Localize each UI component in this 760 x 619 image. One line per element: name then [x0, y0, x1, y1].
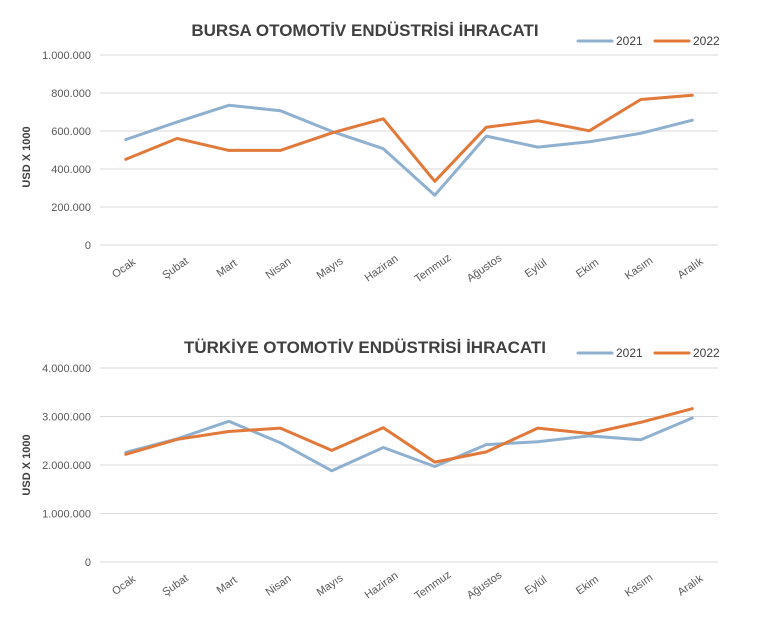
y-tick-label: 600.000: [51, 126, 91, 138]
bursa-export-chart: BURSA OTOMOTİV ENDÜSTRİSİ İHRACATI USD X…: [0, 0, 760, 300]
x-tick-label: Aralık: [676, 255, 706, 281]
gridlines: [100, 54, 718, 246]
x-tick-label: Haziran: [363, 570, 401, 602]
y-tick-label: 1.000.000: [42, 50, 91, 62]
x-tick-label: Mart: [215, 574, 240, 596]
x-tick-label: Şubat: [160, 255, 190, 281]
series-2021-line: [124, 103, 694, 197]
y-tick-label: 0: [85, 557, 91, 569]
x-tick-label: Haziran: [363, 253, 401, 285]
gridlines: [100, 367, 718, 563]
x-tick-label: Ekim: [574, 574, 601, 598]
x-tick-label: Temmuz: [413, 569, 454, 603]
x-tick-label: Mart: [215, 257, 240, 279]
turkiye-export-chart: TÜRKİYE OTOMOTİV ENDÜSTRİSİ İHRACATI USD…: [0, 320, 760, 619]
legend-2022-label: 2022: [693, 346, 720, 360]
legend: 2021 2022: [576, 346, 720, 360]
x-tick-label: Eylül: [523, 574, 549, 598]
x-tick-label: Temmuz: [413, 252, 454, 286]
turkiye-chart-svg: TÜRKİYE OTOMOTİV ENDÜSTRİSİ İHRACATI USD…: [21, 338, 720, 603]
series-2021-line: [124, 416, 694, 473]
chart-title: TÜRKİYE OTOMOTİV ENDÜSTRİSİ İHRACATI: [184, 338, 546, 357]
x-tick-label: Nisan: [264, 256, 294, 282]
x-tick-label: Aralık: [676, 572, 706, 598]
y-tick-label: 2.000.000: [42, 460, 91, 472]
y-tick-label: 3.000.000: [42, 412, 91, 424]
y-tick-label: 400.000: [51, 164, 91, 176]
legend-2021-label: 2021: [616, 34, 643, 48]
x-tick-label: Ocak: [110, 573, 138, 598]
y-tick-label: 1.000.000: [42, 509, 91, 521]
series-2022-line: [124, 407, 694, 464]
y-tick-label: 0: [85, 240, 91, 252]
y-axis-title: USD X 1000: [21, 434, 33, 495]
y-tick-label: 800.000: [51, 88, 91, 100]
bursa-chart-svg: BURSA OTOMOTİV ENDÜSTRİSİ İHRACATI USD X…: [21, 21, 720, 286]
series-2022-line: [124, 93, 694, 183]
legend-2022-label: 2022: [693, 34, 720, 48]
x-tick-label: Mayıs: [315, 572, 346, 599]
y-axis-title: USD X 1000: [21, 126, 33, 187]
legend: 2021 2022: [576, 34, 720, 48]
x-tick-label: Nisan: [264, 573, 294, 599]
y-tick-label: 200.000: [51, 202, 91, 214]
x-tick-label: Ağustos: [465, 569, 505, 602]
x-tick-label: Ocak: [110, 256, 138, 281]
legend-2021-label: 2021: [616, 346, 643, 360]
x-tick-label: Ekim: [574, 257, 601, 281]
chart-title: BURSA OTOMOTİV ENDÜSTRİSİ İHRACATI: [191, 21, 538, 40]
x-tick-label: Kasım: [623, 572, 655, 600]
y-tick-label: 4.000.000: [42, 363, 91, 375]
x-tick-label: Eylül: [523, 257, 549, 281]
x-tick-label: Kasım: [623, 255, 655, 283]
x-tick-label: Mayıs: [315, 255, 346, 282]
x-tick-label: Şubat: [160, 572, 190, 598]
x-tick-label: Ağustos: [465, 252, 505, 285]
